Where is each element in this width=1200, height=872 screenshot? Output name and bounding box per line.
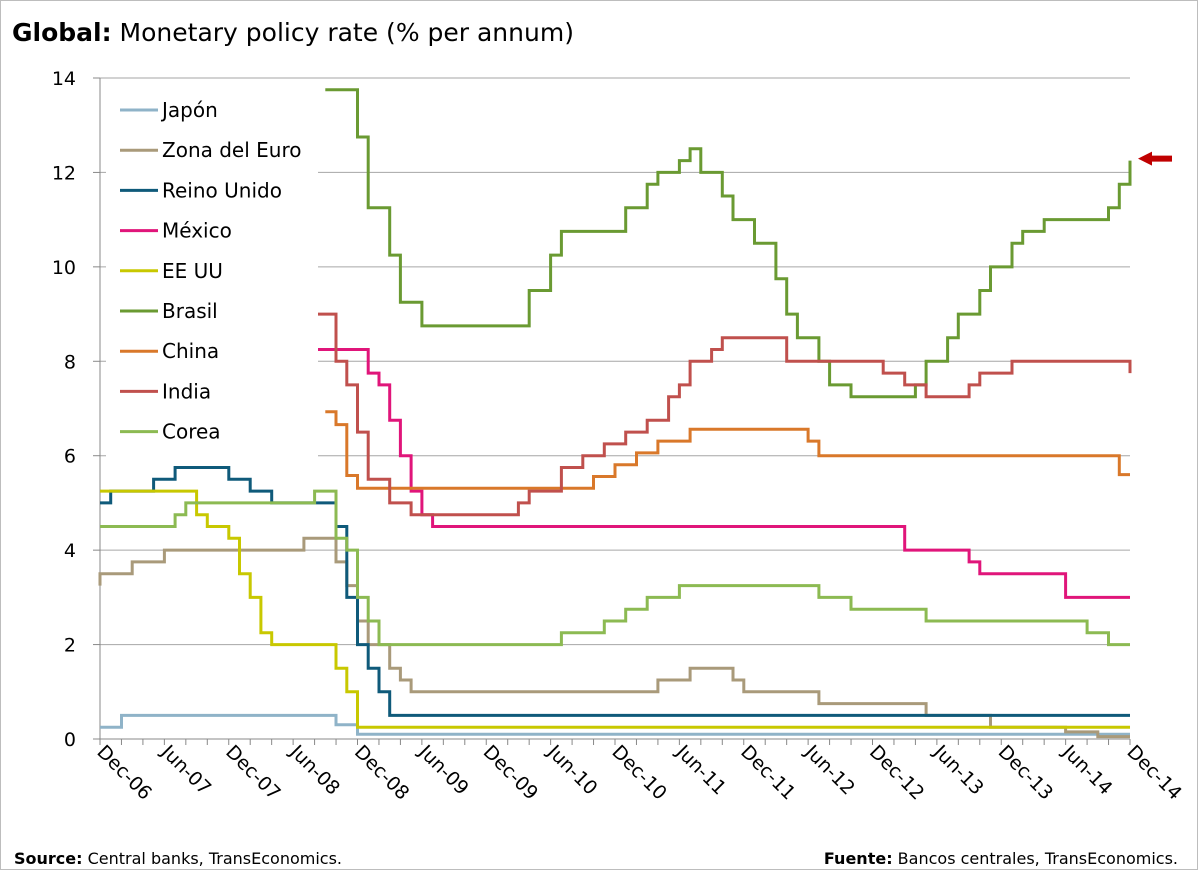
source-label: Source: [14,849,83,868]
y-axis: 0 2 4 6 8 10 12 14 [52,68,100,751]
legend-label-zona-del-euro: Zona del Euro [162,138,301,162]
x-tick-label: Dec-14 [1122,741,1186,805]
source-note: Source: Central banks, TransEconomics. [14,849,342,868]
legend-label-reino-unido: Reino Unido [162,178,282,202]
title-bold: Global: [12,18,112,47]
series-line-japon [100,713,1130,736]
title-rest: Monetary policy rate (% per annum) [111,18,574,47]
series-line-ee-uu [100,489,1130,729]
legend: Japón Zona del Euro Reino Unido México EE UU… [106,88,318,460]
page-title: Global: Monetary policy rate (% per annu… [12,18,574,47]
annotation [1138,151,1172,166]
legend-label-brasil: Brasil [162,299,218,323]
y-tick-label: 6 [64,446,76,468]
source-text: Central banks, TransEconomics. [82,849,342,868]
y-tick-label: 2 [64,635,76,657]
x-tick-label: Dec-10 [607,741,671,805]
x-tick-label: Dec-12 [865,741,929,805]
x-tick-label: Jun-10 [542,740,601,799]
x-tick-label: Jun-11 [671,740,730,799]
x-tick-label: Dec-13 [994,741,1058,805]
x-tick-label: Dec-11 [736,741,800,805]
x-tick-label: Jun-14 [1057,740,1116,799]
fuente-note: Fuente: Bancos centrales, TransEconomics… [824,849,1178,868]
x-tick-label: Jun-13 [929,740,988,799]
x-tick-label: Jun-09 [414,740,473,799]
y-tick-label: 10 [52,257,76,279]
x-tick-label: Jun-08 [285,740,344,799]
series-line-corea [100,489,1130,647]
fuente-text: Bancos centrales, TransEconomics. [892,849,1178,868]
legend-label-corea: Corea [162,420,221,444]
fuente-label: Fuente: [823,849,893,868]
y-tick-label: 12 [52,162,76,184]
y-tick-label: 8 [64,351,76,373]
arrow-left-icon [1138,151,1172,166]
legend-label-japon: Japón [160,98,218,122]
legend-label-china: China [162,339,219,363]
x-tick-label: Dec-07 [221,741,285,805]
series-lines [98,88,1132,739]
x-tick-label: Jun-12 [800,740,859,799]
series-line-zona-del-euro [98,536,1130,739]
x-tick-label: Dec-06 [92,741,156,805]
x-axis: Dec-06 Jun-07 Dec-07 Jun-08 Dec-08 Jun-09 Dec-… [92,739,1186,804]
series-line-brasil [325,88,1132,399]
x-tick-label: Jun-07 [156,740,215,799]
series-line-india [314,312,1132,517]
x-tick-label: Dec-08 [350,741,414,805]
y-tick-label: 0 [64,729,76,751]
series-line-mexico [314,348,1130,599]
y-tick-label: 14 [52,68,76,90]
legend-label-ee-uu: EE UU [162,259,223,283]
y-tick-label: 4 [64,540,76,562]
x-tick-label: Dec-09 [479,741,543,805]
series-line-reino-unido [100,466,1130,717]
legend-label-india: India [162,379,211,403]
series-line-china [325,410,1130,490]
legend-label-mexico: México [162,219,232,243]
